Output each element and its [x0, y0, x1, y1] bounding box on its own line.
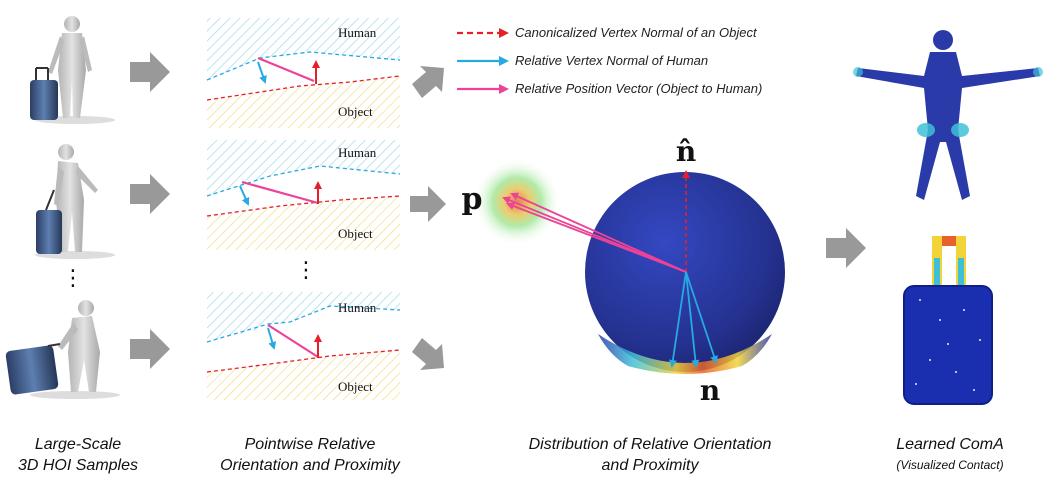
- learned-suitcase-contact: [903, 236, 993, 405]
- legend-label: Relative Vertex Normal of Human: [515, 53, 709, 69]
- caption-pointwise: Pointwise Relative Orientation and Proxi…: [205, 434, 415, 476]
- panel-2-object-label: Object: [338, 226, 373, 241]
- caption-distribution-line2: and Proximity: [601, 457, 699, 474]
- legend-item-human-normal: Relative Vertex Normal of Human: [455, 52, 708, 70]
- symbol-n: n: [700, 374, 720, 407]
- legend-item-position-vector: Relative Position Vector (Object to Huma…: [455, 80, 762, 98]
- hoi-sample-2: [35, 144, 115, 259]
- symbol-p: p: [462, 182, 483, 217]
- panel-1-object-label: Object: [338, 104, 373, 119]
- caption-distribution: Distribution of Relative Orientation and…: [490, 434, 810, 476]
- panel-3-object-label: Object: [338, 379, 373, 394]
- caption-samples: Large-Scale 3D HOI Samples: [8, 434, 148, 476]
- legend-red-dashed-arrow-icon: [457, 27, 509, 38]
- hoi-sample-3: [5, 300, 120, 399]
- caption-samples-line1: Large-Scale: [34, 436, 122, 453]
- caption-distribution-line1: Distribution of Relative Orientation: [528, 436, 772, 453]
- caption-learned-line1: Learned ComA: [896, 436, 1004, 453]
- legend-blue-arrow-icon: [457, 55, 509, 66]
- distribution-sphere: [473, 158, 785, 374]
- legend-label: Relative Position Vector (Object to Huma…: [515, 81, 763, 97]
- caption-learned-line2: (Visualized Contact): [896, 458, 1004, 472]
- caption-pointwise-line1: Pointwise Relative: [244, 436, 376, 453]
- flow-arrows-2: [410, 66, 446, 370]
- panel-1: [206, 18, 401, 128]
- legend-item-object-normal: Canonicalized Vertex Normal of an Object: [455, 24, 757, 42]
- hoi-sample-1: [30, 16, 115, 124]
- caption-pointwise-line2: Orientation and Proximity: [220, 457, 400, 474]
- learned-human-figure: [853, 30, 1043, 200]
- legend-pink-arrow-icon: [457, 83, 509, 94]
- flow-arrow-3: [826, 228, 866, 268]
- ellipsis-left: ⋮: [62, 266, 84, 291]
- symbol-n-hat: n̂: [676, 135, 696, 168]
- caption-learned: Learned ComA (Visualized Contact): [870, 434, 1030, 476]
- flow-arrows-1: [130, 52, 170, 369]
- panel-2: [206, 140, 401, 250]
- caption-samples-line2: 3D HOI Samples: [17, 457, 139, 474]
- panel-3-human-label: Human: [338, 300, 377, 315]
- ellipsis-middle: ⋮: [295, 258, 317, 283]
- panel-2-human-label: Human: [338, 145, 377, 160]
- legend-label: Canonicalized Vertex Normal of an Object: [515, 25, 757, 41]
- panel-1-human-label: Human: [338, 25, 377, 40]
- panel-3: [206, 292, 401, 400]
